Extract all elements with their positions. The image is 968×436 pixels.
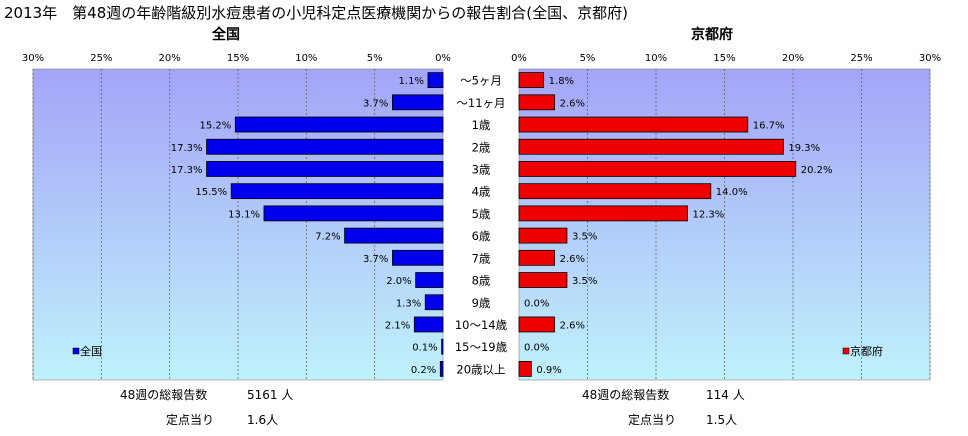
left-bar-value-label: 13.1% — [228, 209, 260, 220]
right-bar-value-label: 0.0% — [524, 298, 549, 309]
left-bar-value-label: 3.7% — [363, 98, 388, 109]
left-x-tick-label: 25% — [90, 53, 112, 64]
right-bar — [518, 161, 797, 177]
left-bar-value-label: 17.3% — [171, 143, 203, 154]
right-bar — [518, 116, 749, 133]
right-bar-value-label: 12.3% — [693, 209, 725, 220]
right-bar-value-label: 3.5% — [572, 276, 597, 287]
right-bar — [518, 227, 568, 244]
category-label: 2歳 — [472, 140, 491, 154]
right-bar-value-label: 2.6% — [560, 254, 585, 265]
left-x-tick-label: 10% — [295, 53, 317, 64]
left-bar-value-label: 15.2% — [199, 121, 231, 132]
right-x-tick-label: 20% — [782, 53, 804, 64]
left-bar — [415, 272, 444, 288]
right-per-point-label: 定点当り — [628, 412, 676, 427]
right-per-point-value: 1.5人 — [706, 413, 737, 427]
category-label: 8歳 — [472, 274, 491, 288]
category-label: 15～19歳 — [455, 340, 508, 354]
category-label: 5歳 — [472, 207, 491, 221]
right-bar — [518, 72, 545, 89]
left-per-point-value: 1.6人 — [247, 413, 278, 427]
right-total-label: 48週の総報告数 — [582, 387, 669, 402]
left-x-tick-label: 0% — [435, 53, 451, 64]
category-label: 20歳以上 — [456, 362, 505, 376]
left-legend-swatch — [72, 347, 80, 355]
category-label: 7歳 — [472, 251, 491, 265]
right-bar — [518, 94, 556, 111]
category-label: 3歳 — [472, 162, 491, 176]
left-legend-label: 全国 — [80, 344, 102, 358]
left-bar-value-label: 0.2% — [411, 365, 436, 376]
right-bar — [518, 205, 688, 222]
chart-title: 2013年 第48週の年齢階級別水痘患者の小児科定点医療機関からの報告割合(全国… — [4, 4, 628, 22]
right-bar-value-label: 0.0% — [524, 343, 549, 354]
right-bar-value-label: 16.7% — [753, 121, 785, 132]
left-bar-value-label: 0.1% — [412, 343, 437, 354]
left-bar — [427, 72, 444, 89]
right-bar-value-label: 2.6% — [560, 320, 585, 331]
right-bar — [518, 138, 784, 155]
right-bar-value-label: 1.8% — [549, 76, 574, 87]
left-bar — [413, 316, 444, 333]
left-panel-title: 全国 — [211, 26, 240, 43]
category-label: 1歳 — [472, 118, 491, 132]
left-bar — [234, 116, 444, 133]
category-label: ～5ヶ月 — [460, 74, 502, 88]
right-x-tick-label: 30% — [919, 53, 941, 64]
right-bar-value-label: 2.6% — [560, 98, 585, 109]
category-label: 4歳 — [472, 185, 491, 199]
right-bar-value-label: 14.0% — [716, 187, 748, 198]
left-bar-value-label: 1.1% — [399, 76, 424, 87]
right-bar-value-label: 19.3% — [788, 143, 820, 154]
left-total-label: 48週の総報告数 — [120, 387, 207, 402]
left-bar-value-label: 7.2% — [315, 232, 340, 243]
right-x-tick-label: 15% — [713, 53, 735, 64]
left-x-tick-label: 5% — [367, 53, 383, 64]
left-bar-value-label: 2.0% — [386, 276, 411, 287]
category-label: 10～14歳 — [455, 318, 508, 332]
left-bar-value-label: 1.3% — [396, 298, 421, 309]
category-label: ～11ヶ月 — [456, 96, 505, 110]
left-x-tick-label: 30% — [22, 53, 44, 64]
left-bar-value-label: 17.3% — [171, 165, 203, 176]
right-x-tick-label: 5% — [580, 53, 596, 64]
left-total-value: 5161 人 — [247, 388, 293, 402]
right-x-tick-label: 10% — [645, 53, 667, 64]
left-bar — [439, 360, 444, 377]
left-bar — [344, 227, 444, 244]
left-x-tick-label: 15% — [227, 53, 249, 64]
left-bar — [441, 338, 444, 355]
left-bar — [206, 138, 444, 155]
left-bar — [392, 94, 444, 111]
right-x-tick-label: 0% — [511, 53, 527, 64]
right-bar — [518, 183, 712, 200]
left-per-point-label: 定点当り — [166, 412, 214, 427]
left-bar-value-label: 15.5% — [195, 187, 227, 198]
category-label: 6歳 — [472, 229, 491, 243]
right-legend-swatch — [842, 347, 850, 355]
right-legend-label: 京都府 — [850, 344, 883, 358]
left-x-tick-label: 20% — [159, 53, 181, 64]
left-bar — [263, 205, 444, 222]
right-bar — [518, 316, 556, 333]
right-bar — [518, 272, 568, 288]
right-bar — [518, 360, 532, 377]
right-x-tick-label: 25% — [850, 53, 872, 64]
right-total-value: 114 人 — [706, 388, 745, 402]
left-bar — [206, 161, 444, 177]
category-label: 9歳 — [472, 296, 491, 310]
right-bar — [518, 249, 556, 266]
left-bar — [392, 249, 444, 266]
left-bar — [424, 294, 444, 311]
right-bar-value-label: 0.9% — [536, 365, 561, 376]
left-bar-value-label: 3.7% — [363, 254, 388, 265]
right-bar-value-label: 3.5% — [572, 232, 597, 243]
left-bar-value-label: 2.1% — [385, 320, 410, 331]
left-bar — [230, 183, 444, 200]
right-panel-title: 京都府 — [691, 26, 733, 43]
right-bar-value-label: 20.2% — [801, 165, 833, 176]
